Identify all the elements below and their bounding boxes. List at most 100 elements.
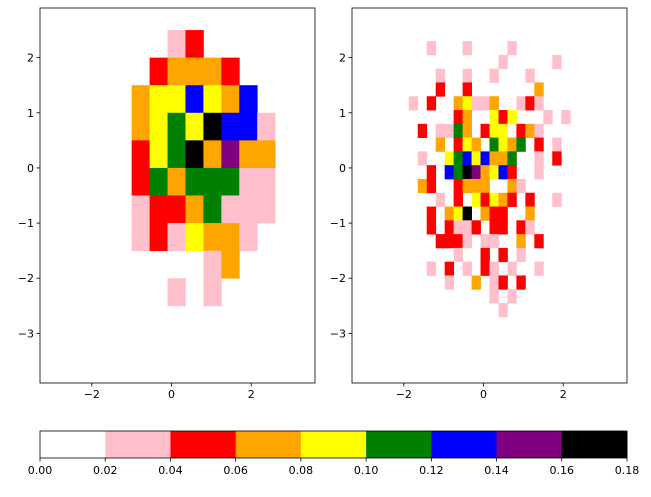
right-y-tick-label: 0 <box>339 162 346 175</box>
left-bin-cell <box>167 195 186 224</box>
right-bin-cell <box>471 137 481 152</box>
left-bin-cell <box>167 57 186 86</box>
right-bin-cell <box>444 261 455 276</box>
right-bin-cell <box>471 165 481 180</box>
right-bin-cell <box>534 137 544 152</box>
left-bin-cell <box>221 85 240 114</box>
right-bin-cell <box>552 137 562 152</box>
right-bin-cell <box>480 247 490 263</box>
left-bin-cell <box>149 167 168 196</box>
right-bin-cell <box>462 206 472 221</box>
left-bin-cell <box>149 112 168 141</box>
right-bin-cell <box>462 68 472 83</box>
right-bin-cell <box>552 151 562 166</box>
right-axes-frame <box>351 7 628 384</box>
right-bin-cell <box>417 123 428 138</box>
right-bin-cell <box>525 206 535 221</box>
right-bin-cell <box>453 96 463 111</box>
right-bin-cell <box>534 234 544 249</box>
right-bin-cell <box>453 110 463 125</box>
right-bin-cell <box>462 96 472 111</box>
right-bin-cell <box>552 192 562 207</box>
left-bin-cell <box>167 167 186 196</box>
right-bin-cell <box>471 275 481 290</box>
left-bin-cell <box>221 167 240 196</box>
right-bin-cell <box>435 123 446 138</box>
left-bin-cell <box>149 223 168 252</box>
colorbar-segment <box>561 431 628 458</box>
right-bin-cell <box>489 289 499 304</box>
right-bin-cell <box>453 165 463 180</box>
right-bin-cell <box>426 165 437 180</box>
right-bin-cell <box>498 151 508 166</box>
right-bin-cell <box>534 165 544 180</box>
right-bin-cell <box>480 178 490 194</box>
left-bin-cell <box>131 167 150 196</box>
right-bin-cell <box>462 110 472 125</box>
right-bin-cell <box>498 275 508 290</box>
colorbar-tick-label: 0.00 <box>28 464 53 477</box>
right-bin-cell <box>516 234 526 249</box>
right-bin-cell <box>516 178 526 194</box>
left-bin-cell <box>203 278 222 307</box>
left-y-tick-label: −2 <box>18 272 34 285</box>
colorbar: 0.00 0.02 0.04 0.06 0.08 0.10 0.12 0.14 0.16 0.18 <box>28 430 640 477</box>
left-bin-cell <box>131 140 150 169</box>
right-bin-cell <box>498 54 508 70</box>
right-bin-cell <box>534 261 544 276</box>
left-bin-cell <box>221 57 240 86</box>
right-bin-cell <box>462 41 472 56</box>
left-bin-cell <box>239 167 258 196</box>
left-bin-cell <box>203 195 222 224</box>
left-bin-cell <box>203 140 222 169</box>
left-bin-cell <box>257 112 276 141</box>
left-bin-cell <box>257 195 276 224</box>
colorbar-segment <box>235 431 302 458</box>
right-bin-cell <box>534 96 544 111</box>
right-bin-cell <box>471 192 481 207</box>
right-bin-cell <box>516 123 526 138</box>
left-bin-cell <box>239 195 258 224</box>
left-x-tick-label: 2 <box>248 388 255 401</box>
left-bin-cell <box>185 140 204 169</box>
right-bin-cell <box>507 110 517 125</box>
left-bin-cell <box>221 250 240 279</box>
left-x-tick-label: −2 <box>84 388 100 401</box>
colorbar-tick-label: 0.18 <box>615 464 640 477</box>
left-axes-frame <box>39 7 316 384</box>
right-bin-cell <box>462 261 472 276</box>
right-histogram-panel: −2 0 2 −3 −2 −1 0 1 2 <box>330 7 628 401</box>
right-bin-cell <box>462 178 472 194</box>
right-bin-cell <box>498 206 508 221</box>
right-bin-cell <box>471 178 481 194</box>
right-bin-cell <box>417 151 428 166</box>
right-bin-cell <box>480 165 490 180</box>
left-bin-cell <box>185 167 204 196</box>
right-bin-cell <box>498 165 508 180</box>
right-y-tick-label: −2 <box>330 272 346 285</box>
right-bin-cell <box>489 206 499 221</box>
right-bin-cell <box>498 137 508 152</box>
right-bin-cell <box>507 41 517 56</box>
right-bin-cell <box>471 220 481 235</box>
right-bin-cell <box>480 192 490 207</box>
left-bin-cell <box>149 85 168 114</box>
left-bin-cell <box>167 30 186 59</box>
left-bin-cell <box>185 85 204 114</box>
right-bin-cell <box>525 68 535 83</box>
right-bin-cell <box>516 96 526 111</box>
right-bin-cell <box>489 234 499 249</box>
right-bin-cell <box>498 110 508 125</box>
right-bin-cell <box>444 123 455 138</box>
left-y-tick-label: −1 <box>18 217 34 230</box>
left-bin-cell <box>185 57 204 86</box>
left-y-tick-label: −3 <box>18 327 34 340</box>
right-bin-cell <box>561 110 571 125</box>
right-bin-cell <box>507 289 517 304</box>
right-bin-cell <box>516 247 526 263</box>
right-bin-cell <box>525 96 535 111</box>
left-bin-cell <box>203 250 222 279</box>
colorbar-tick-label: 0.08 <box>289 464 314 477</box>
left-bin-cell <box>185 195 204 224</box>
right-bin-cell <box>453 151 463 166</box>
